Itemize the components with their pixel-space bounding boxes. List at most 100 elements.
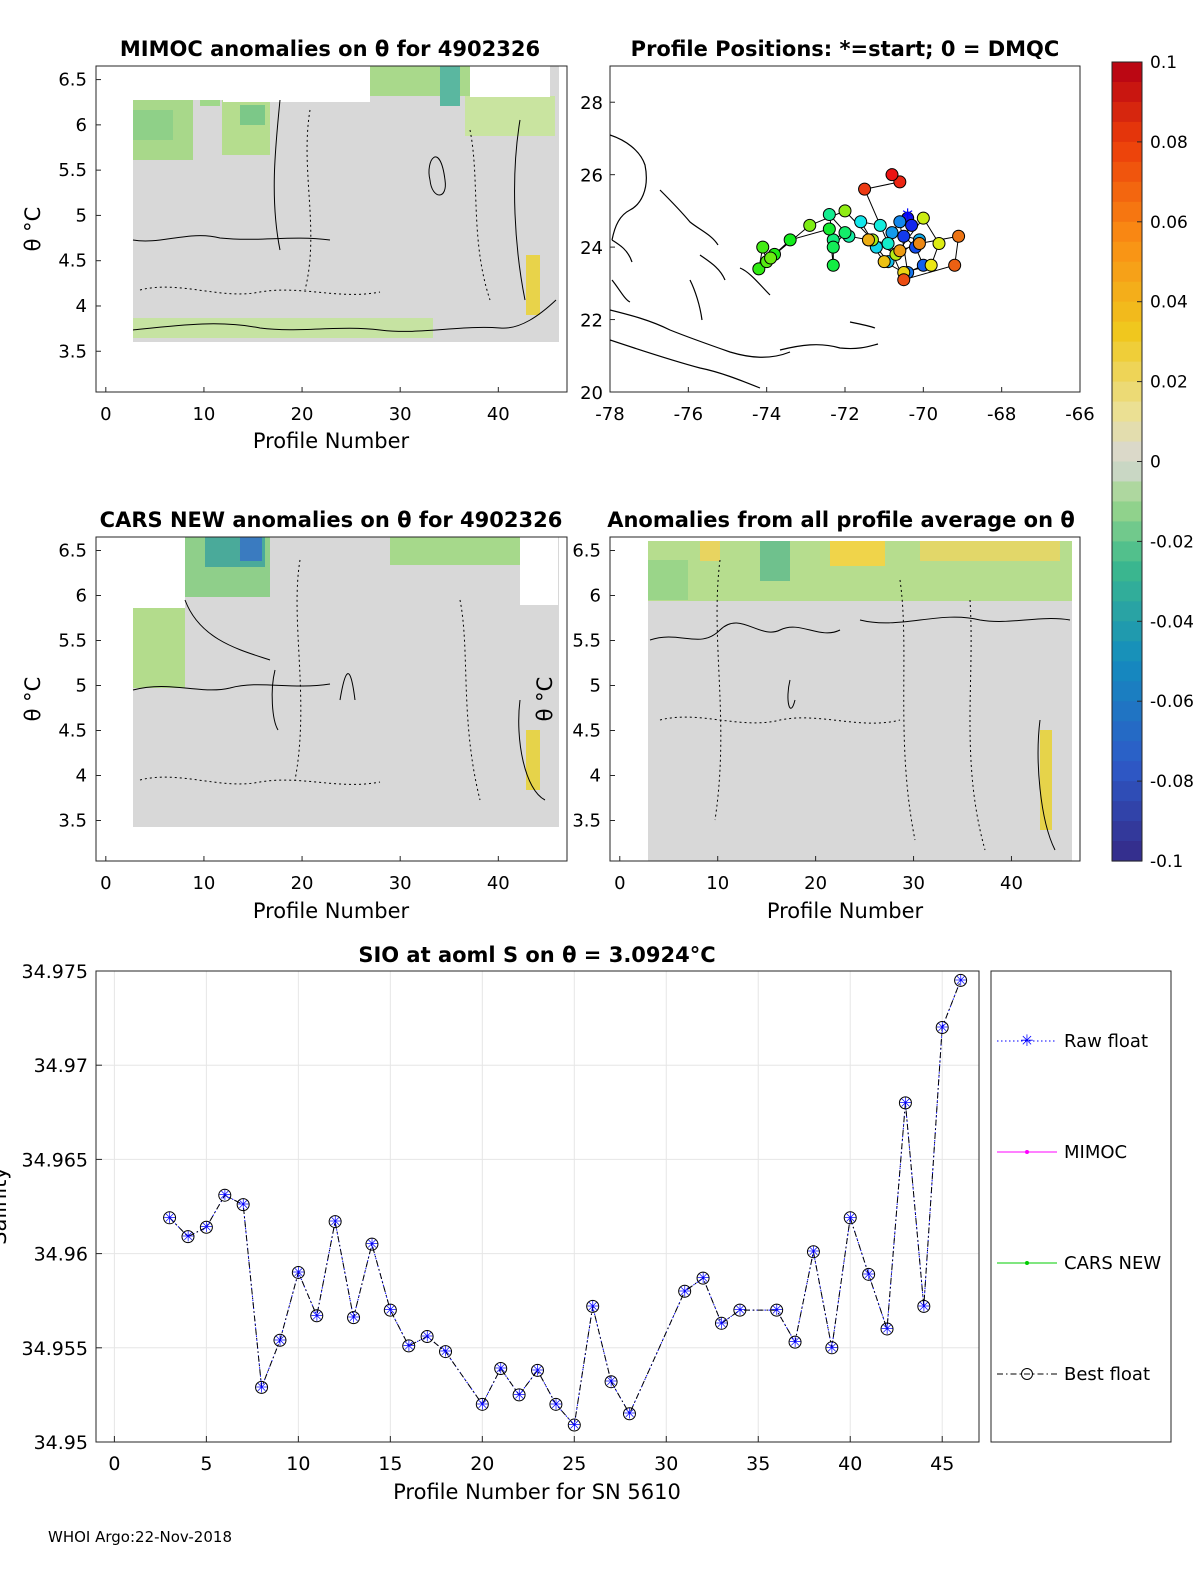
- positions-xtick-label: -66: [1065, 404, 1094, 425]
- salinity-ytick-label: 34.965: [22, 1149, 88, 1171]
- best-float-point: [770, 1303, 784, 1317]
- raw-float-point: ✳: [182, 1228, 195, 1246]
- mimoc-yticks: 3.5 4 4.5 5 5.5 6 6.5: [58, 70, 101, 362]
- profile-position-point: [862, 233, 875, 247]
- mimoc-ytick-label: 5: [76, 205, 87, 226]
- colorbar-band: [1112, 181, 1142, 203]
- mimoc-heatmap: [133, 66, 559, 342]
- best-float-point: [236, 1198, 250, 1212]
- colorbar-band: [1112, 621, 1142, 642]
- salinity-yticks: 34.95 34.955 34.96 34.965 34.97 34.975: [22, 961, 102, 1454]
- raw-float-point: ✳: [586, 1297, 599, 1315]
- legend-entry-cars-new: CARS NEW: [997, 1253, 1161, 1274]
- allprof-panel: Anomalies from all profile average on θ …: [533, 508, 1081, 923]
- salinity-xtick-label: 5: [200, 1453, 212, 1475]
- legend-entry-mimoc: MIMOC: [997, 1142, 1127, 1163]
- allprof-ytick-label: 3.5: [572, 811, 601, 832]
- best-float-point: [494, 1362, 508, 1376]
- salinity-ylabel: Salinity: [0, 1167, 11, 1245]
- raw-float-point: ✳: [789, 1333, 802, 1351]
- salinity-xtick-label: 35: [746, 1453, 770, 1475]
- mimoc-xticks: 0 10 20 30 40: [100, 387, 510, 425]
- allprof-xtick-label: 10: [706, 873, 729, 894]
- legend-label-mimoc: MIMOC: [1064, 1142, 1127, 1163]
- mimoc-ylabel: θ °C: [21, 207, 45, 252]
- raw-float-point: ✳: [402, 1337, 415, 1355]
- profile-position-point: [822, 208, 836, 222]
- legend-marker-cars-new: [1025, 1261, 1029, 1265]
- positions-yticks: 20 22 24 26 28: [580, 93, 615, 404]
- salinity-xticks: 0 5 10 15 20 25 30 35 40 45: [108, 1436, 954, 1475]
- positions-xtick-label: -76: [674, 404, 703, 425]
- legend-marker-raw-float: ✳: [1020, 1031, 1033, 1050]
- allprof-ytick-label: 4: [590, 766, 601, 787]
- cars-yticks: 3.5 4 4.5 5 5.5 6 6.5: [58, 541, 101, 832]
- best-float-point: [199, 1220, 213, 1234]
- mimoc-axes-box: [95, 65, 568, 393]
- best-float-point: [806, 1245, 820, 1259]
- colorbar-band: [1112, 221, 1142, 243]
- salinity-xtick-label: 15: [378, 1453, 402, 1475]
- raw-float-point: ✳: [292, 1263, 305, 1281]
- mimoc-xlabel: Profile Number: [253, 429, 410, 453]
- colorbar-band: [1112, 801, 1142, 822]
- colorbar-tick-label: 0.06: [1150, 213, 1188, 233]
- colorbar-band: [1112, 701, 1142, 722]
- colorbar-tick-label: 0.04: [1150, 293, 1188, 313]
- colorbar-band: [1112, 201, 1142, 223]
- colorbar-band: [1112, 81, 1142, 103]
- raw-float-point: ✳: [826, 1339, 839, 1357]
- best-float-point: [347, 1311, 361, 1325]
- colorbar-band: [1112, 581, 1142, 602]
- best-float-point: [439, 1345, 453, 1359]
- cars-xtick-label: 20: [291, 873, 314, 894]
- colorbar-band: [1112, 721, 1142, 742]
- best-float-point: [880, 1322, 894, 1336]
- raw-float-point: ✳: [476, 1395, 489, 1413]
- raw-float-point: ✳: [218, 1186, 231, 1204]
- salinity-title: SIO at aoml S on θ = 3.0924°C: [358, 943, 715, 967]
- profile-position-point: [948, 258, 962, 272]
- positions-xticks: -78 -76 -74 -72 -70 -68 -66: [595, 387, 1095, 425]
- allprof-xtick-label: 0: [614, 873, 625, 894]
- raw-float-point: ✳: [550, 1395, 563, 1413]
- colorbar-band: [1112, 121, 1142, 143]
- profile-position-point: [881, 236, 895, 250]
- raw-float-point: ✳: [568, 1416, 581, 1434]
- cars-xtick-label: 0: [100, 873, 111, 894]
- salinity-ytick-label: 34.96: [34, 1244, 88, 1266]
- legend-box: [990, 970, 1172, 1443]
- colorbar-band: [1112, 261, 1142, 283]
- cars-ytick-label: 4.5: [58, 721, 87, 742]
- allprof-yticks: 3.5 4 4.5 5 5.5 6 6.5: [572, 541, 615, 832]
- allprof-title: Anomalies from all profile average on θ: [607, 508, 1075, 532]
- positions-title: Profile Positions: *=start; 0 = DMQC: [631, 37, 1060, 61]
- colorbar-band: [1112, 62, 1142, 83]
- cars-contours: [132, 559, 546, 801]
- best-float-point: [291, 1265, 305, 1279]
- mimoc-title: MIMOC anomalies on θ for 4902326: [120, 37, 540, 61]
- allprof-ytick-label: 6: [590, 586, 601, 607]
- raw-float-point: ✳: [494, 1360, 507, 1378]
- salinity-xtick-label: 40: [838, 1453, 862, 1475]
- raw-float-point: ✳: [237, 1196, 250, 1214]
- profile-position-point: [932, 236, 946, 250]
- cars-xlabel: Profile Number: [253, 899, 410, 923]
- colorbar-band: [1112, 441, 1142, 463]
- mimoc-panel: MIMOC anomalies on θ for 4902326 Profile…: [21, 37, 568, 453]
- colorbar-tick-label: 0.08: [1150, 133, 1188, 153]
- coastline: [610, 134, 879, 389]
- mimoc-xtick-label: 10: [192, 404, 215, 425]
- cars-ytick-label: 6: [76, 586, 87, 607]
- legend-label-cars-new: CARS NEW: [1064, 1253, 1161, 1274]
- best-float-point: [898, 1096, 912, 1110]
- raw-float-point: ✳: [734, 1301, 747, 1319]
- cars-axes-box: [95, 536, 568, 862]
- colorbar-band: [1112, 741, 1142, 762]
- positions-xtick-label: -74: [752, 404, 781, 425]
- mimoc-ytick-label: 6.5: [58, 70, 87, 91]
- colorbar-tick-label: -0.04: [1150, 612, 1194, 632]
- positions-ytick-label: 20: [580, 383, 603, 404]
- salinity-ytick-label: 34.975: [22, 961, 88, 983]
